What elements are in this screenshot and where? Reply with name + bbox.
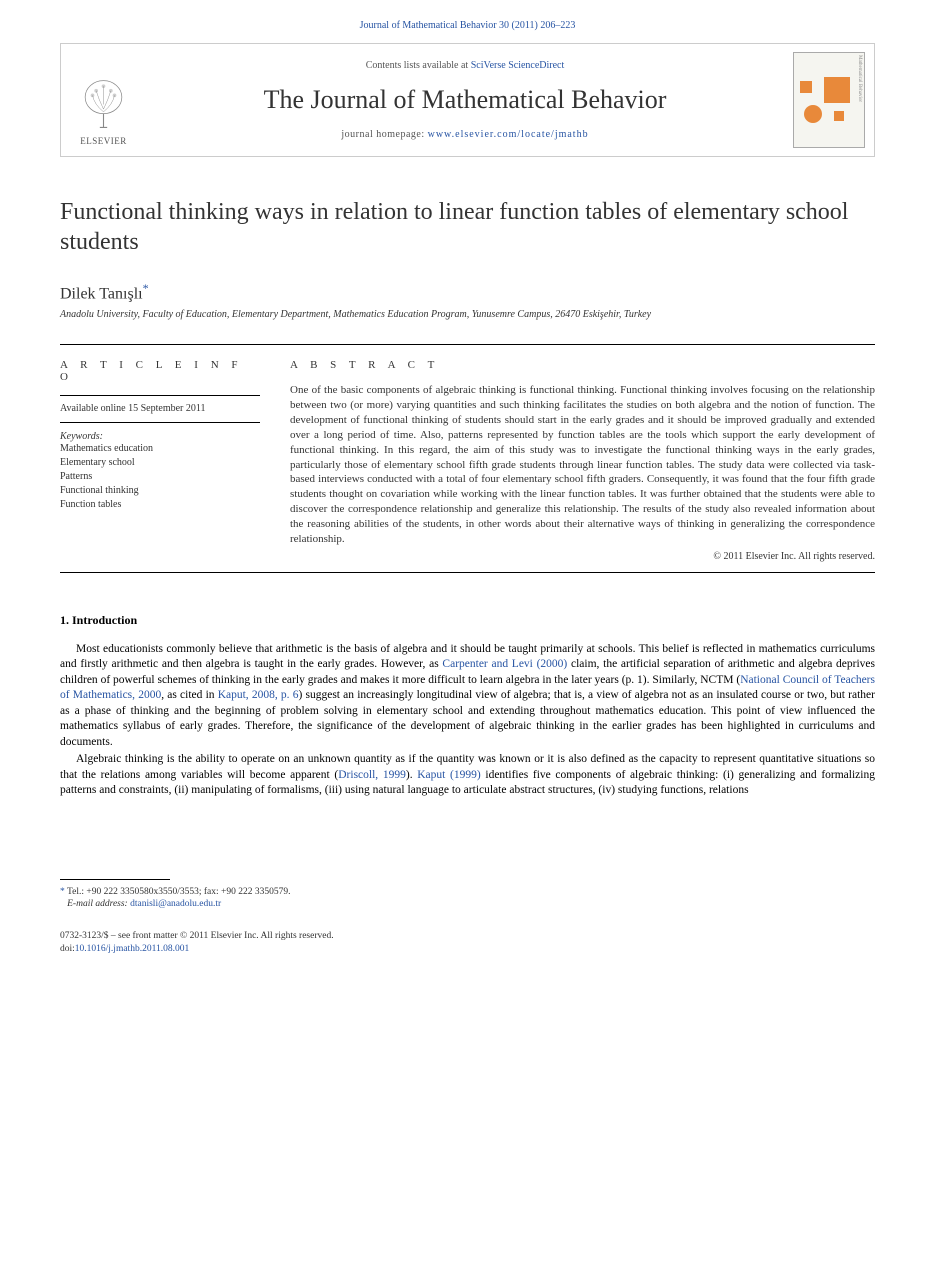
- front-matter-line: 0732-3123/$ – see front matter © 2011 El…: [60, 930, 875, 942]
- homepage-line: journal homepage: www.elsevier.com/locat…: [341, 129, 588, 140]
- citation-link[interactable]: Carpenter and Levi (2000): [442, 658, 567, 670]
- body-text: , as cited in: [161, 689, 217, 701]
- keyword: Function tables: [60, 498, 260, 512]
- tel-label: Tel.:: [67, 887, 86, 897]
- availability-date: Available online 15 September 2011: [60, 402, 260, 416]
- keyword: Patterns: [60, 470, 260, 484]
- author-name: Dilek Tanışlı*: [60, 281, 875, 303]
- journal-cover-thumbnail: Mathematical Behavior: [793, 52, 865, 148]
- info-divider: [60, 395, 260, 396]
- article-footer: 0732-3123/$ – see front matter © 2011 El…: [60, 930, 875, 955]
- contents-prefix: Contents lists available at: [366, 60, 471, 71]
- journal-masthead: ELSEVIER Contents lists available at Sci…: [60, 43, 875, 157]
- abstract-copyright: © 2011 Elsevier Inc. All rights reserved…: [290, 551, 875, 562]
- contents-available-line: Contents lists available at SciVerse Sci…: [366, 60, 565, 71]
- citation-link[interactable]: Kaput, 2008, p. 6: [218, 689, 299, 701]
- email-label: E-mail address:: [67, 899, 130, 909]
- running-header: Journal of Mathematical Behavior 30 (201…: [60, 20, 875, 31]
- keyword: Elementary school: [60, 456, 260, 470]
- body-paragraph: Most educationists commonly believe that…: [60, 642, 875, 751]
- doi-line: doi:10.1016/j.jmathb.2011.08.001: [60, 943, 875, 955]
- divider-rule: [60, 572, 875, 573]
- citation-link[interactable]: Kaput (1999): [417, 769, 480, 781]
- info-divider: [60, 422, 260, 423]
- homepage-prefix: journal homepage:: [341, 129, 427, 140]
- tel-number: +90 222 3350580x3550/3553; fax: +90 222 …: [86, 887, 290, 897]
- author-text: Dilek Tanışlı: [60, 285, 143, 302]
- publisher-name: ELSEVIER: [80, 136, 127, 146]
- cover-thumbnail-block: Mathematical Behavior: [784, 44, 874, 156]
- footnote-divider: [60, 879, 170, 880]
- body-text: ).: [406, 769, 417, 781]
- abstract-text: One of the basic components of algebraic…: [290, 383, 875, 546]
- section-heading-introduction: 1. Introduction: [60, 613, 875, 628]
- article-info-column: A R T I C L E I N F O Available online 1…: [60, 359, 260, 561]
- keywords-label: Keywords:: [60, 431, 260, 442]
- article-title: Functional thinking ways in relation to …: [60, 197, 875, 257]
- publisher-logo-block: ELSEVIER: [61, 44, 146, 156]
- keyword: Mathematics education: [60, 442, 260, 456]
- masthead-center: Contents lists available at SciVerse Sci…: [146, 44, 784, 156]
- keyword: Functional thinking: [60, 484, 260, 498]
- sciencedirect-link[interactable]: SciVerse ScienceDirect: [471, 60, 565, 71]
- homepage-url[interactable]: www.elsevier.com/locate/jmathb: [428, 129, 589, 140]
- journal-name: The Journal of Mathematical Behavior: [264, 85, 667, 115]
- doi-prefix: doi:: [60, 944, 75, 954]
- abstract-label: A B S T R A C T: [290, 359, 875, 371]
- corresponding-author-footnote: * Tel.: +90 222 3350580x3550/3553; fax: …: [60, 886, 875, 911]
- elsevier-tree-icon: [76, 77, 131, 132]
- citation-link[interactable]: Driscoll, 1999: [338, 769, 406, 781]
- article-info-label: A R T I C L E I N F O: [60, 359, 260, 383]
- doi-link[interactable]: 10.1016/j.jmathb.2011.08.001: [75, 944, 189, 954]
- author-affiliation: Anadolu University, Faculty of Education…: [60, 309, 875, 320]
- corresponding-marker-icon: *: [143, 281, 149, 295]
- footnote-marker-icon: *: [60, 887, 65, 897]
- body-paragraph: Algebraic thinking is the ability to ope…: [60, 752, 875, 799]
- author-email-link[interactable]: dtanisli@anadolu.edu.tr: [130, 899, 221, 909]
- info-abstract-row: A R T I C L E I N F O Available online 1…: [60, 359, 875, 561]
- abstract-column: A B S T R A C T One of the basic compone…: [290, 359, 875, 561]
- divider-rule: [60, 344, 875, 345]
